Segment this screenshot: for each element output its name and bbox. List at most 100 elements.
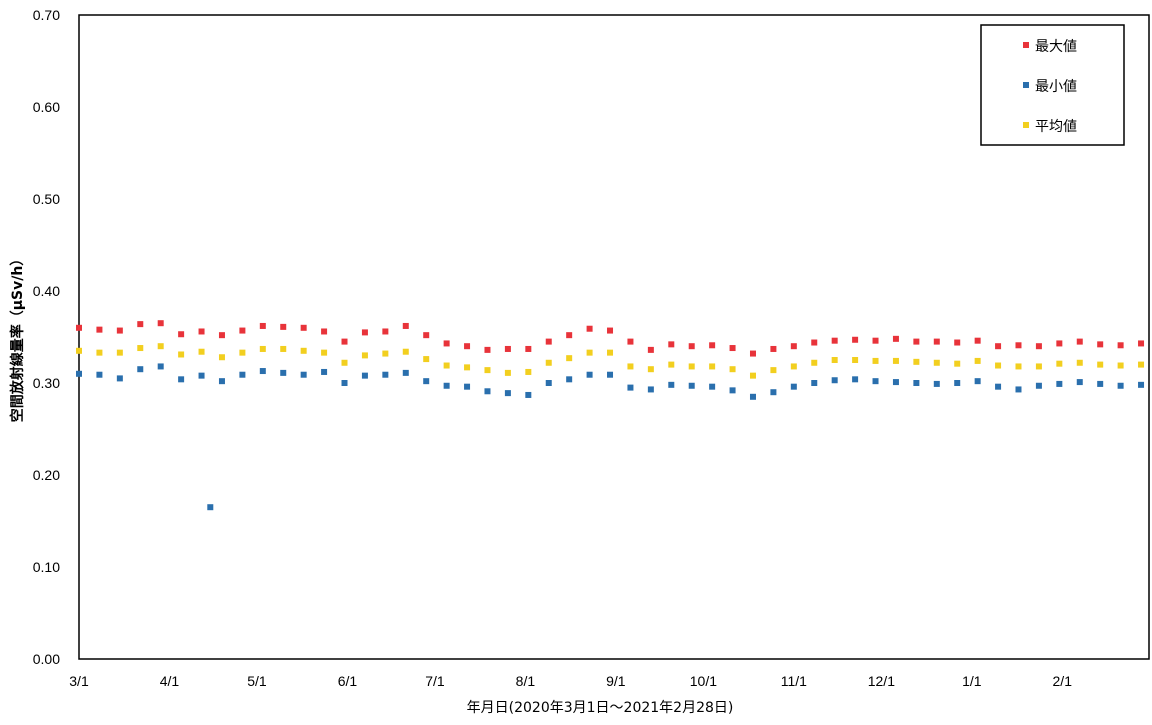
data-point xyxy=(995,383,1002,390)
data-point xyxy=(178,331,185,338)
data-point xyxy=(361,372,368,379)
data-point xyxy=(811,380,818,386)
data-point xyxy=(341,380,348,386)
y-tick-label: 0.60 xyxy=(33,99,60,115)
data-point xyxy=(1076,338,1083,345)
data-point xyxy=(484,367,491,374)
data-point xyxy=(627,363,634,370)
data-point xyxy=(545,359,552,366)
data-point xyxy=(668,341,675,348)
data-point xyxy=(300,347,307,354)
data-point xyxy=(464,343,471,350)
data-point xyxy=(709,342,716,349)
data-point xyxy=(321,328,328,335)
data-point xyxy=(607,371,614,378)
data-point xyxy=(116,375,123,382)
x-axis-label: 年月日(2020年3月1日～2021年2月28日) xyxy=(467,700,734,716)
data-point xyxy=(525,391,532,398)
data-point xyxy=(198,372,205,379)
data-point xyxy=(688,382,695,389)
data-point xyxy=(178,351,185,358)
data-point xyxy=(586,349,593,356)
data-point xyxy=(464,364,471,371)
data-point xyxy=(341,338,348,345)
data-point xyxy=(402,348,409,355)
data-point xyxy=(1015,363,1022,370)
data-point xyxy=(668,361,675,368)
data-point xyxy=(157,320,164,327)
series-2 xyxy=(76,343,1145,379)
data-point xyxy=(1035,343,1042,350)
y-axis-label: 空間放射線量率（μSv/h） xyxy=(9,252,26,423)
data-point xyxy=(525,345,532,352)
series-0 xyxy=(76,320,1145,357)
x-tick-label: 2/1 xyxy=(1053,673,1073,689)
data-point xyxy=(954,380,961,386)
data-point xyxy=(831,337,838,344)
legend-marker-0 xyxy=(1023,42,1029,48)
data-point xyxy=(709,383,716,390)
data-point xyxy=(749,393,756,400)
data-point xyxy=(525,368,532,375)
legend-box xyxy=(980,24,1125,146)
data-point xyxy=(1117,382,1124,389)
data-point xyxy=(688,363,695,370)
data-point xyxy=(137,366,144,373)
data-point xyxy=(1138,340,1145,347)
x-tick-label: 1/1 xyxy=(962,673,982,689)
data-point xyxy=(423,356,430,363)
data-point xyxy=(729,345,736,352)
data-point xyxy=(361,329,368,336)
data-point xyxy=(96,349,103,356)
data-point xyxy=(933,380,940,387)
data-point xyxy=(1097,361,1104,368)
data-point xyxy=(1056,380,1063,387)
legend-label-0: 最大値 xyxy=(1035,39,1077,55)
data-point xyxy=(218,378,225,385)
data-point xyxy=(484,388,491,395)
data-point xyxy=(96,371,103,378)
y-tick-label: 0.30 xyxy=(33,375,60,391)
x-tick-label: 8/1 xyxy=(516,673,536,689)
legend-marker-1 xyxy=(1023,82,1029,88)
data-point xyxy=(1097,380,1104,387)
data-point xyxy=(137,321,144,328)
data-point xyxy=(607,327,614,334)
data-point xyxy=(913,380,920,386)
x-tick-label: 7/1 xyxy=(425,673,445,689)
data-point xyxy=(770,367,777,374)
data-point xyxy=(913,358,920,365)
data-point xyxy=(995,343,1002,350)
plot-area-border xyxy=(78,14,1150,660)
legend: 最大値 最小値 平均値 xyxy=(980,24,1125,146)
data-point xyxy=(688,343,695,350)
legend-marker-2 xyxy=(1023,122,1029,128)
data-point xyxy=(1097,341,1104,348)
data-point xyxy=(484,346,491,353)
data-point xyxy=(790,363,797,370)
data-point xyxy=(259,345,266,352)
data-point xyxy=(423,378,430,385)
y-tick-label: 0.40 xyxy=(33,283,60,299)
data-point xyxy=(852,376,859,383)
data-point xyxy=(239,371,246,378)
data-point xyxy=(116,349,123,356)
data-point xyxy=(1015,386,1022,393)
data-point xyxy=(382,328,389,335)
data-point xyxy=(954,360,961,367)
data-point xyxy=(770,345,777,352)
data-point xyxy=(259,322,266,329)
data-point xyxy=(116,327,123,334)
data-point xyxy=(76,324,82,331)
data-point xyxy=(157,363,164,370)
data-point xyxy=(995,362,1002,369)
data-point xyxy=(1138,361,1145,368)
data-point xyxy=(831,357,838,363)
data-point xyxy=(300,324,307,331)
x-tick-label: 10/1 xyxy=(690,673,717,689)
data-point xyxy=(872,357,879,364)
data-point xyxy=(402,369,409,376)
data-point xyxy=(811,359,818,366)
y-tick-label: 0.10 xyxy=(33,559,60,575)
data-point xyxy=(770,389,777,396)
